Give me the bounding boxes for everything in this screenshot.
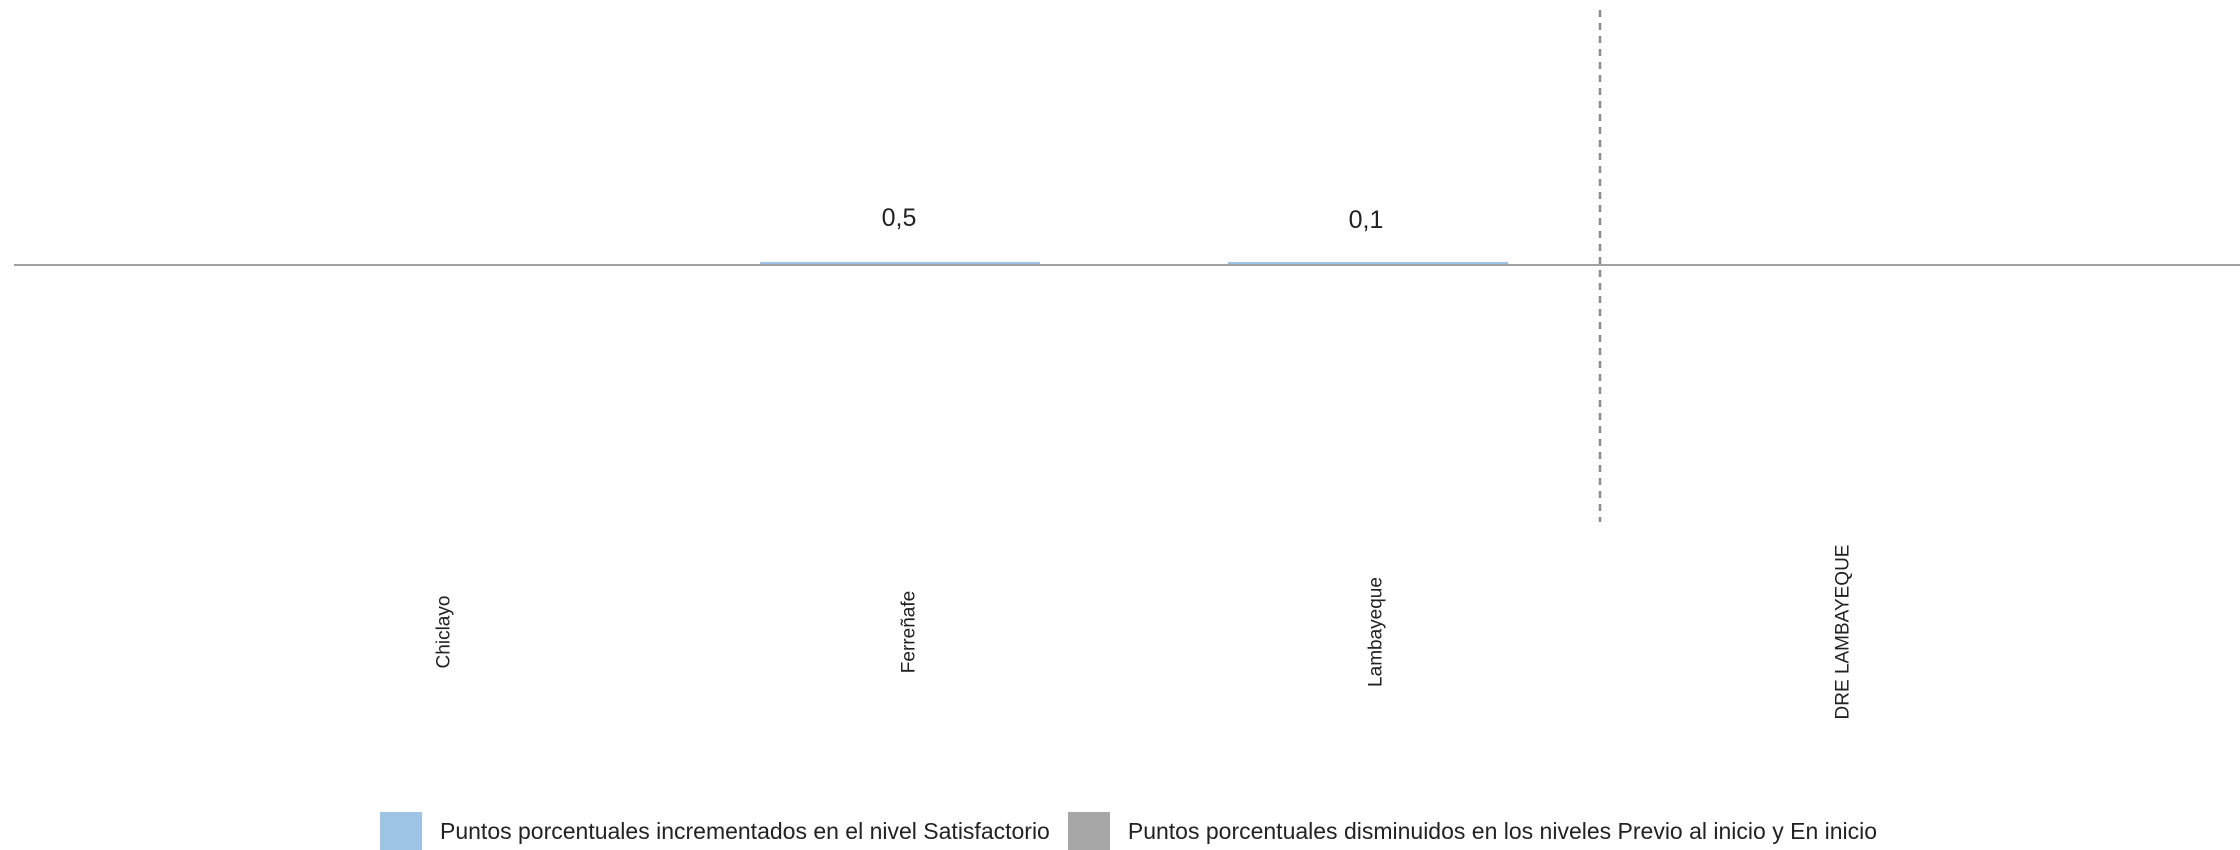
legend-label-decrease: Puntos porcentuales disminuidos en los n… bbox=[1127, 817, 1878, 844]
legend-label-increase: Puntos porcentuales incrementados en el … bbox=[440, 817, 1050, 844]
category-label-1: Ferreñafe bbox=[899, 591, 920, 673]
category-label-2: Lambayeque bbox=[1366, 577, 1387, 687]
value-labels-layer: 0,5 0,1 bbox=[882, 204, 1384, 234]
category-labels-layer: Chiclayo Ferreñafe Lambayeque DRE LAMBAYEQU… bbox=[434, 545, 1854, 720]
value-label-1: 0,5 bbox=[882, 204, 917, 232]
value-label-2: 0,1 bbox=[1349, 206, 1384, 234]
bar-increase-1 bbox=[760, 261, 1040, 265]
category-label-3: DRE LAMBAYEQUE bbox=[1833, 545, 1854, 720]
legend-swatch-increase bbox=[380, 812, 422, 850]
legend-item-decrease: Puntos porcentuales disminuidos en los n… bbox=[1067, 812, 1878, 850]
legend-item-increase: Puntos porcentuales incrementados en el … bbox=[380, 812, 1050, 850]
bar-increase-2 bbox=[1228, 262, 1508, 265]
legend-swatch-decrease bbox=[1067, 812, 1110, 850]
legend: Puntos porcentuales incrementados en el … bbox=[380, 812, 1895, 850]
bars-layer bbox=[760, 261, 1508, 265]
bar-chart: 0,5 0,1 Chiclayo Ferreñafe Lambayeque DRE LA… bbox=[14, 10, 2240, 720]
category-label-0: Chiclayo bbox=[434, 596, 455, 669]
